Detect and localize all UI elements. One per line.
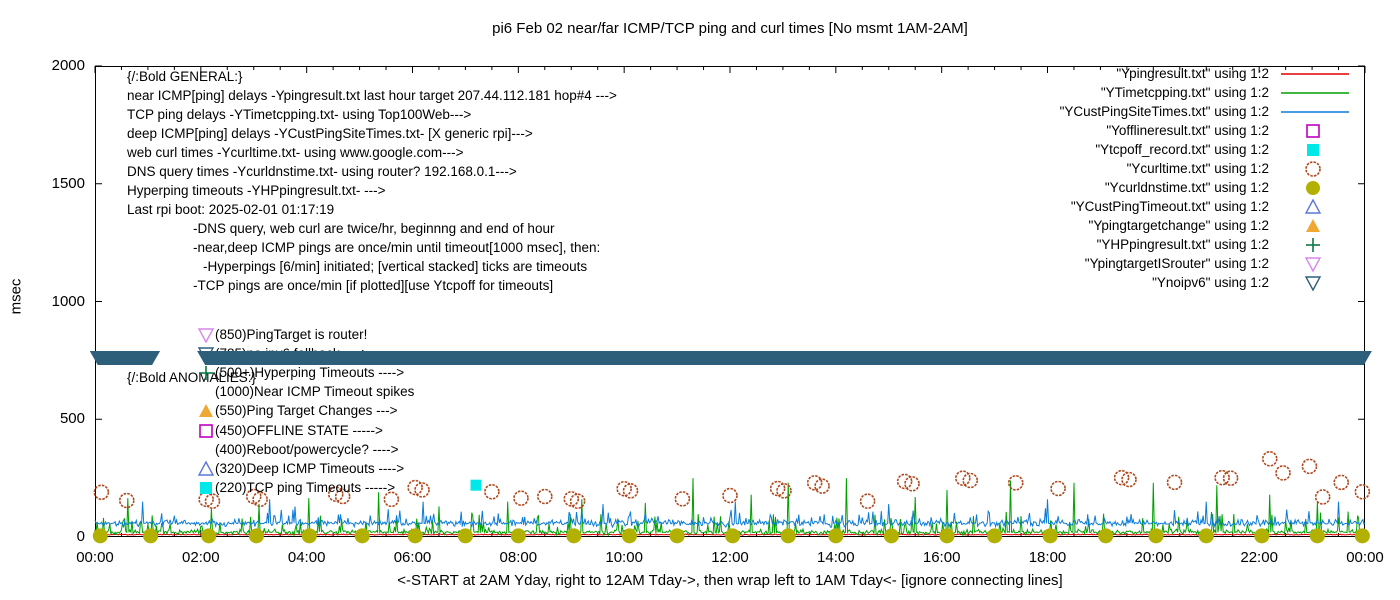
anomaly-label: (320)Deep ICMP Timeouts ----> [215,461,405,476]
x-tick-label: 22:00 [1240,549,1278,566]
x-tick-label: 04:00 [287,549,326,566]
legend-entry-label: "Ypingtargetchange" using 1:2 [1088,218,1269,233]
x-tick-label: 18:00 [1028,549,1067,566]
legend-square-filled-icon [1279,142,1357,158]
legend-line-icon [1279,85,1357,101]
chart-canvas [92,65,1371,544]
anomaly-label: (850)PingTarget is router! [215,327,368,342]
legend-triangle-down-open-icon [1279,256,1357,272]
legend-entry-label: "Ycurltime.txt" using 1:2 [1126,161,1269,176]
legend-entry: "YHPpingresult.txt" using 1:2 [1060,235,1357,254]
legend-entry-label: "Ypingresult.txt" using 1:2 [1116,66,1269,81]
legend-entry-label: "YCustPingSiteTimes.txt" using 1:2 [1059,104,1269,119]
general-annotation-line: -TCP pings are once/min [if plotted][use… [193,278,554,293]
legend-entry: "Ytcpoff_record.txt" using 1:2 [1060,140,1357,159]
y-tick-label: 1500 [51,174,85,192]
anomaly-square-filled-icon [198,480,214,496]
general-annotation-line: {/:Bold GENERAL:} [127,69,243,84]
general-annotation-line: -near,deep ICMP pings are once/min until… [193,240,601,255]
legend-entry: "YTimetcpping.txt" using 1:2 [1060,83,1357,102]
legend-entry: "YpingtargetISrouter" using 1:2 [1060,254,1357,273]
legend-entry-label: "YHPpingresult.txt" using 1:2 [1096,237,1269,252]
legend-entry-label: "Ytcpoff_record.txt" using 1:2 [1095,142,1269,157]
legend-circle-open-icon [1279,160,1357,177]
legend-entry: "Ypingtargetchange" using 1:2 [1060,216,1357,235]
general-annotation-line: web curl times -Ycurltime.txt- using www… [127,145,464,160]
anomaly-label: (400)Reboot/powercycle? ----> [215,442,399,457]
general-annotation-line: -DNS query, web curl are twice/hr, begin… [193,221,555,236]
x-tick-label: 00:00 [76,549,114,566]
y-tick-label: 1000 [51,292,85,310]
noipv6-band-segment [90,351,160,365]
y-tick-label: 0 [76,528,85,545]
legend-triangle-up-open-icon [1279,198,1357,215]
x-tick-label: 20:00 [1134,549,1173,566]
legend-entry-label: "YpingtargetISrouter" using 1:2 [1084,256,1269,271]
legend-entry-label: "YTimetcpping.txt" using 1:2 [1100,85,1269,100]
x-tick-label: 16:00 [922,549,961,566]
legend-entry-label: "Ynoipv6" using 1:2 [1152,275,1269,290]
legend-triangle-down-open-icon [1279,275,1357,291]
x-tick-label: 08:00 [499,549,538,566]
legend-square-open-icon [1279,123,1357,139]
legend-entry: "Ycurltime.txt" using 1:2 [1060,159,1357,178]
anomalies-header: {/:Bold ANOMALIES:} [127,370,257,385]
legend-triangle-up-filled-icon [1279,218,1357,234]
legend-entry: "Ynoipv6" using 1:2 [1060,273,1357,292]
x-tick-label: 14:00 [817,549,855,566]
legend-plus-icon [1279,237,1357,253]
general-annotation-line: Hyperping timeouts -YHPpingresult.txt- -… [127,183,386,198]
general-annotation-line: -Hyperpings [6/min] initiated; [vertical… [203,259,588,274]
anomaly-label: (550)Ping Target Changes ---> [215,403,398,418]
anomaly-triangle-up-open-icon [197,460,215,477]
y-tick-label: 500 [59,410,85,428]
y-tick-label: 2000 [51,57,85,74]
anomaly-label: (500+)Hyperping Timeouts ----> [215,365,405,380]
legend-entry: "YCustPingSiteTimes.txt" using 1:2 [1060,102,1357,121]
legend-line-icon [1279,66,1357,82]
x-axis-caption: <-START at 2AM Yday, right to 12AM Tday-… [397,572,1063,589]
anomaly-triangle-up-filled-icon [198,403,214,419]
legend-entry: "YCustPingTimeout.txt" using 1:2 [1060,197,1357,216]
plot-area: {/:Bold GENERAL:} near ICMP[ping] delays … [92,64,1371,544]
anomaly-label: (220)TCP ping Timeouts -----> [215,480,396,495]
legend-entry-label: "Yofflineresult.txt" using 1:2 [1106,123,1269,138]
anomaly-label: (450)OFFLINE STATE -----> [215,423,383,438]
legend-entry: "Ypingresult.txt" using 1:2 [1060,64,1357,83]
x-tick-label: 12:00 [711,549,749,566]
legend-entry: "Yofflineresult.txt" using 1:2 [1060,121,1357,140]
general-annotation-line: TCP ping delays -YTimetcpping.txt- using… [127,107,472,122]
legend-circle-filled-icon [1279,180,1357,196]
y-axis-label: msec [7,278,25,315]
chart-legend: "Ypingresult.txt" using 1:2 "YTimetcpping… [1060,64,1357,292]
general-annotation-line: deep ICMP[ping] delays -YCustPingSiteTim… [127,126,533,141]
legend-entry-label: "Ycurldnstime.txt" using 1:2 [1104,180,1269,195]
x-tick-label: 06:00 [393,549,432,566]
noipv6-band-segment [197,351,1372,365]
anomaly-square-open-icon [198,423,214,439]
anomaly-triangle-down-open-icon [197,327,215,344]
legend-line-icon [1279,104,1357,120]
general-annotation-line: Last rpi boot: 2025-02-01 01:17:19 [127,202,335,217]
anomaly-label: (1000)Near ICMP Timeout spikes [215,384,415,399]
x-tick-label: 00:00 [1346,549,1384,566]
chart-title: pi6 Feb 02 near/far ICMP/TCP ping and cu… [492,20,968,37]
general-annotation-line: DNS query times -Ycurldnstime.txt- using… [127,164,517,179]
x-tick-label: 10:00 [605,549,643,566]
legend-entry-label: "YCustPingTimeout.txt" using 1:2 [1070,199,1269,214]
general-annotation-line: near ICMP[ping] delays -Ypingresult.txt … [127,88,617,103]
anomaly-plus-icon [198,365,214,381]
x-tick-label: 02:00 [182,549,220,566]
legend-entry: "Ycurldnstime.txt" using 1:2 [1060,178,1357,197]
